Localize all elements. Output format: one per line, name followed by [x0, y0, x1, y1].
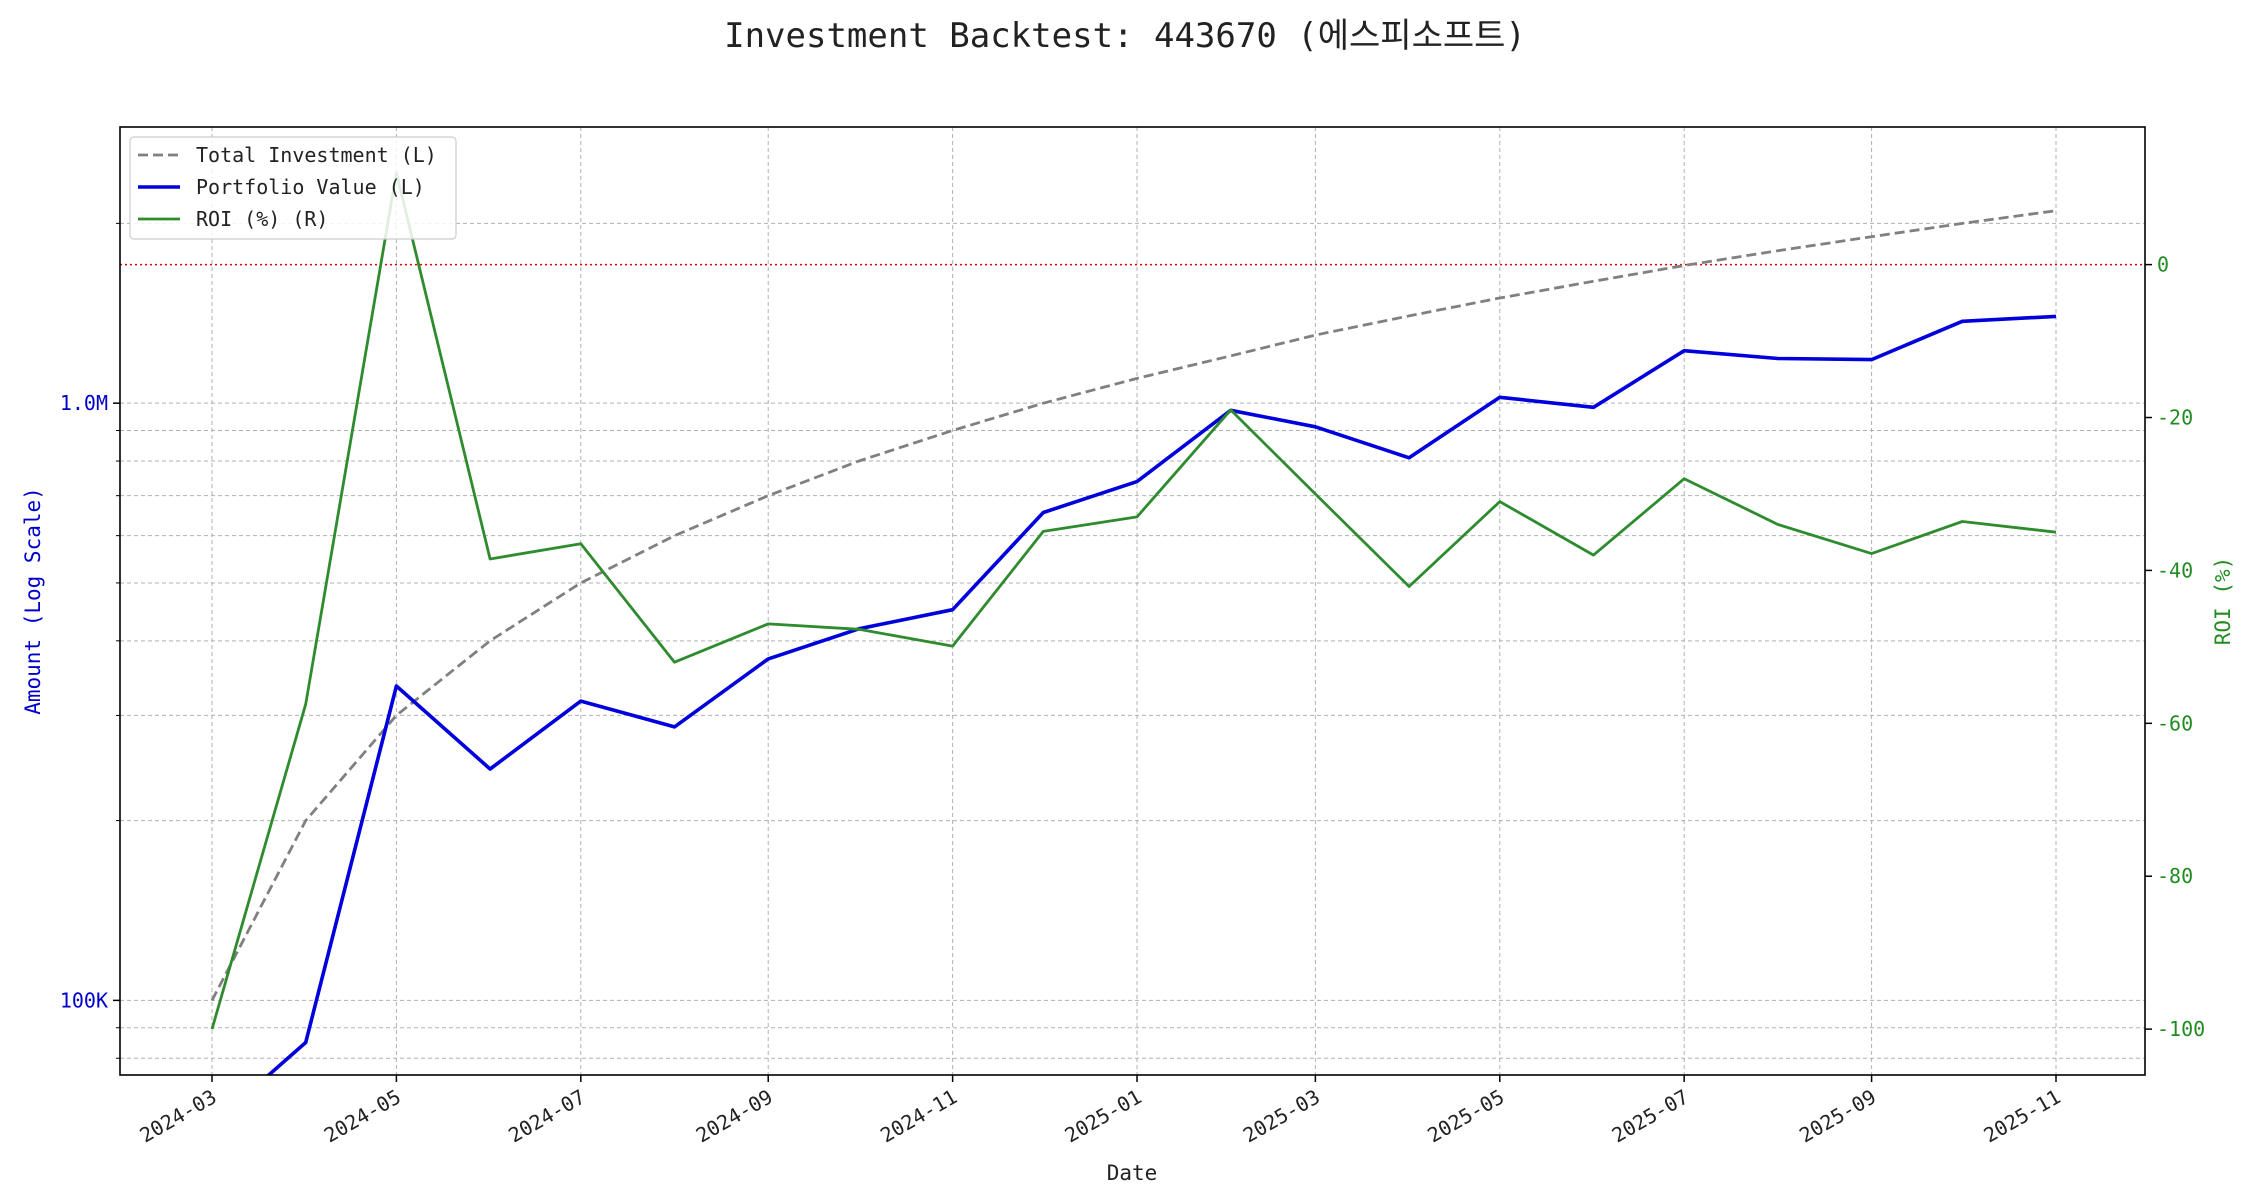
right-axis-label: ROI (%) [2211, 557, 2235, 646]
right-axis-ticks: -100 -80 -60 -40 -20 0 [2145, 253, 2205, 1041]
right-tick-label: 0 [2157, 253, 2169, 277]
x-tick-label: 2025-09 [1795, 1085, 1880, 1148]
x-tick-label: 2025-01 [1061, 1085, 1146, 1148]
right-tick-label: -40 [2157, 558, 2193, 582]
x-tick-label: 2025-03 [1239, 1085, 1324, 1148]
right-tick-label: -20 [2157, 406, 2193, 430]
legend-label: Portfolio Value (L) [196, 175, 425, 199]
series-lines [210, 171, 2057, 1075]
x-tick-label: 2025-05 [1423, 1085, 1508, 1148]
left-tick-label: 1.0M [60, 391, 108, 415]
x-axis-label: Date [1107, 1161, 1158, 1185]
x-tick-label: 2024-09 [692, 1085, 777, 1148]
legend-label: Total Investment (L) [196, 143, 437, 167]
left-axis-label: Amount (Log Scale) [21, 487, 45, 715]
x-tick-label: 2025-07 [1608, 1085, 1693, 1148]
x-tick-label: 2025-11 [1979, 1085, 2064, 1148]
plot-frame [119, 126, 2146, 1076]
portfolio-value-line [266, 314, 2057, 1075]
legend-box [129, 136, 457, 240]
total-investment-line [210, 209, 2057, 1002]
x-axis-ticks: 2024-03 2024-05 2024-07 2024-09 2024-11 2025-… [135, 1075, 2065, 1148]
grid [120, 127, 2145, 1075]
x-tick-label: 2024-11 [876, 1085, 961, 1148]
left-tick-label: 100K [60, 988, 108, 1012]
left-axis-ticks: 100K 1.0M [60, 222, 120, 1059]
roi-line [210, 171, 2057, 1030]
x-tick-label: 2024-07 [504, 1085, 589, 1148]
legend: Total Investment (L) Portfolio Value (L) R… [129, 136, 457, 240]
right-tick-label: -80 [2157, 864, 2193, 888]
right-tick-label: -60 [2157, 711, 2193, 735]
x-tick-label: 2024-05 [320, 1085, 405, 1148]
x-tick-label: 2024-03 [135, 1085, 220, 1148]
legend-label: ROI (%) (R) [196, 207, 328, 231]
right-tick-label: -100 [2157, 1017, 2205, 1041]
chart-title: Investment Backtest: 443670 (에스피소프트) [724, 16, 1526, 56]
